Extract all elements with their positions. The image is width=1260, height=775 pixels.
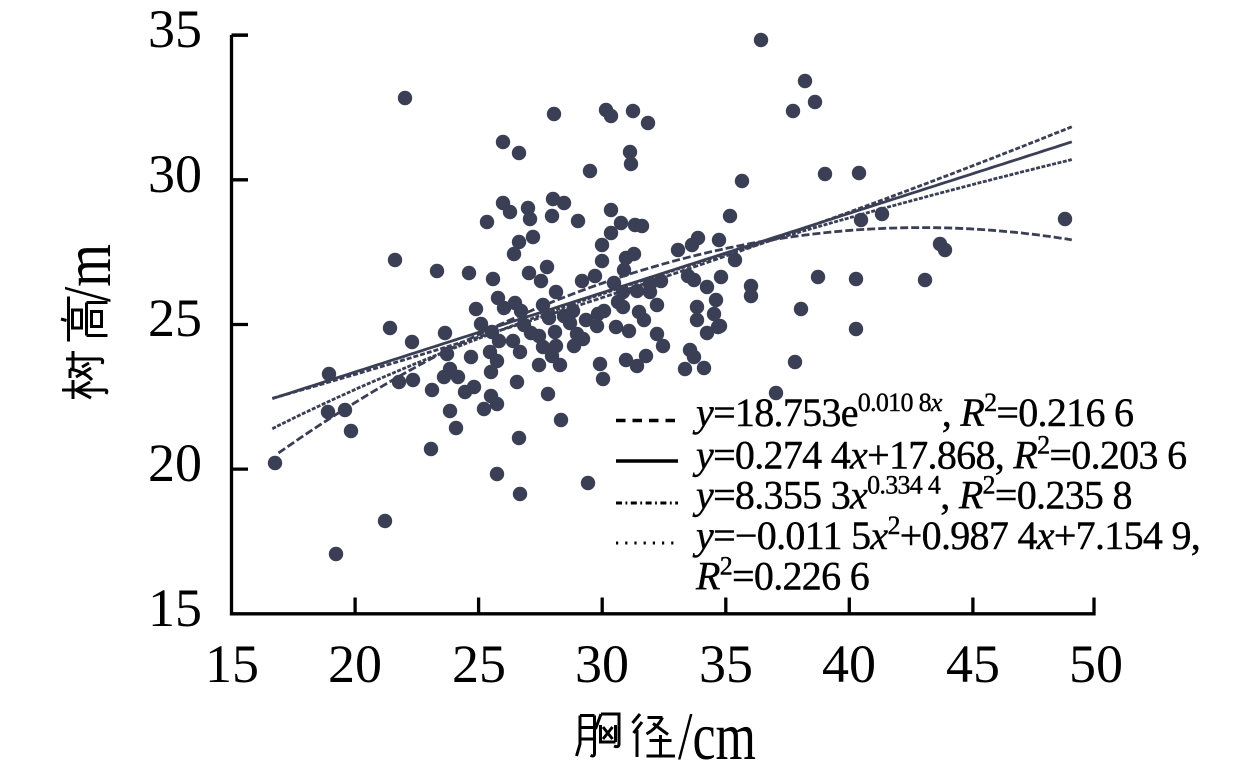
svg-text:/cm: /cm	[678, 698, 756, 774]
svg-text:R2=0.226 6: R2=0.226 6	[695, 552, 869, 599]
svg-text:50: 50	[1069, 634, 1123, 694]
svg-text:35: 35	[699, 634, 753, 694]
svg-text:15: 15	[205, 634, 259, 694]
svg-text:y=8.355 3x0.334 4, R2=0.235 8: y=8.355 3x0.334 4, R2=0.235 8	[692, 471, 1132, 518]
svg-text:y=−0.011 5x2+0.987 4x+7.154 9,: y=−0.011 5x2+0.987 4x+7.154 9,	[692, 511, 1200, 558]
svg-text:40: 40	[822, 634, 876, 694]
svg-text:y=0.274 4x+17.868, R2=0.203 6: y=0.274 4x+17.868, R2=0.203 6	[692, 431, 1186, 478]
svg-text:25: 25	[452, 634, 506, 694]
svg-text:45: 45	[946, 634, 1000, 694]
svg-text:20: 20	[148, 433, 202, 493]
svg-text:25: 25	[148, 288, 202, 348]
svg-text:20: 20	[328, 634, 382, 694]
svg-text:30: 30	[148, 144, 202, 204]
svg-text:35: 35	[148, 0, 202, 59]
svg-text:/m: /m	[49, 244, 125, 302]
svg-text:30: 30	[575, 634, 629, 694]
svg-text:15: 15	[148, 578, 202, 638]
